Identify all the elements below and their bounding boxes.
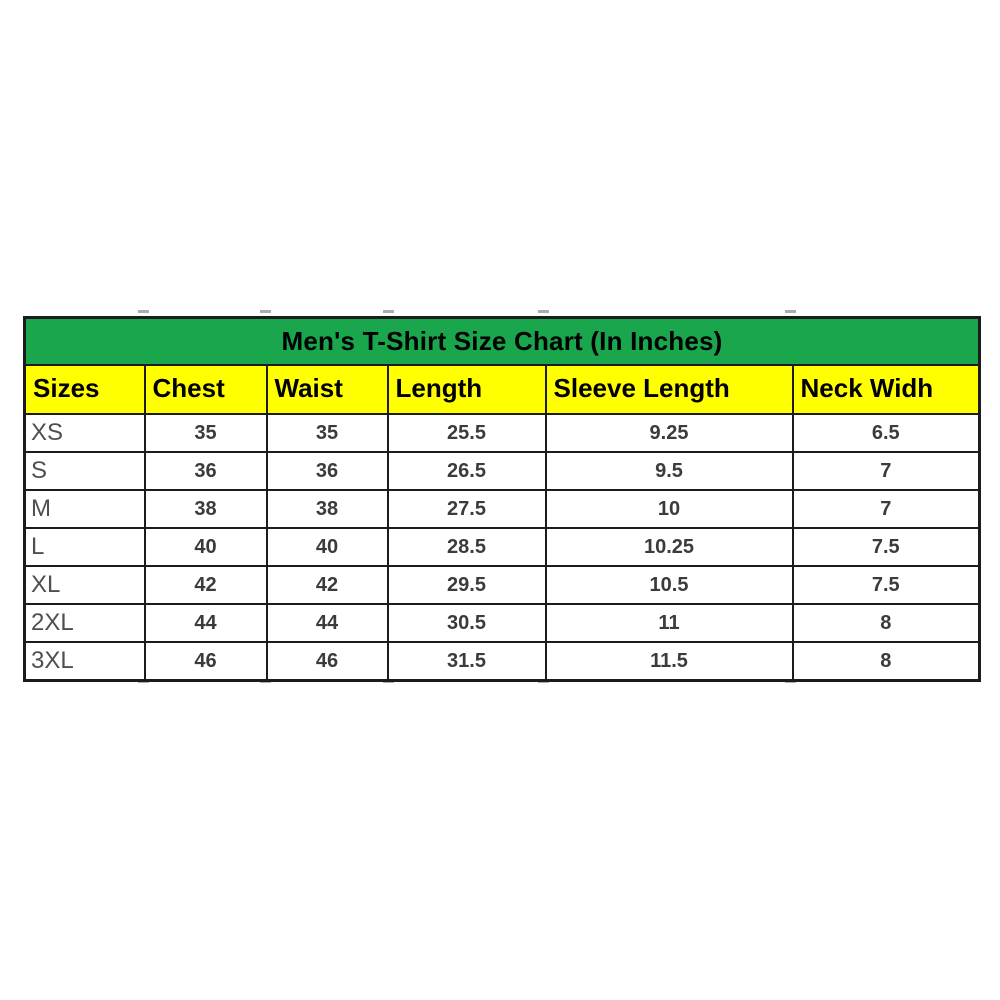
value-cell: 8: [791, 641, 981, 682]
value-cell: 44: [265, 603, 389, 643]
value-cell: 11.5: [544, 641, 794, 682]
value-cell: 42: [265, 565, 389, 605]
table-row: XL 42 42 29.5 10.5 7.5: [23, 565, 981, 605]
column-header-chest: Chest: [143, 364, 268, 415]
value-cell: 28.5: [386, 527, 547, 567]
value-cell: 10: [544, 489, 794, 529]
size-cell: L: [23, 527, 146, 567]
value-cell: 26.5: [386, 451, 547, 491]
value-cell: 46: [265, 641, 389, 682]
value-cell: 7.5: [791, 527, 981, 567]
value-cell: 7.5: [791, 565, 981, 605]
value-cell: 6.5: [791, 413, 981, 453]
table-title: Men's T-Shirt Size Chart (In Inches): [23, 316, 981, 366]
gridline-artifact: [538, 310, 549, 313]
value-cell: 29.5: [386, 565, 547, 605]
value-cell: 40: [265, 527, 389, 567]
table-header-row: Sizes Chest Waist Length Sleeve Length N…: [23, 364, 981, 415]
value-cell: 31.5: [386, 641, 547, 682]
column-header-neck-width: Neck Widh: [791, 364, 981, 415]
gridline-artifact: [383, 310, 394, 313]
table-body: XS 35 35 25.5 9.25 6.5 S 36 36 26.5 9.5 7 M 38 38 27.5 1…: [23, 413, 981, 682]
column-header-waist: Waist: [265, 364, 389, 415]
table-row: S 36 36 26.5 9.5 7: [23, 451, 981, 491]
gridline-artifact: [138, 310, 149, 313]
value-cell: 30.5: [386, 603, 547, 643]
value-cell: 10.25: [544, 527, 794, 567]
table-title-row: Men's T-Shirt Size Chart (In Inches): [23, 316, 981, 366]
size-cell: 2XL: [23, 603, 146, 643]
value-cell: 38: [143, 489, 268, 529]
column-header-length: Length: [386, 364, 547, 415]
value-cell: 25.5: [386, 413, 547, 453]
value-cell: 35: [265, 413, 389, 453]
value-cell: 10.5: [544, 565, 794, 605]
table-row: XS 35 35 25.5 9.25 6.5: [23, 413, 981, 453]
value-cell: 38: [265, 489, 389, 529]
value-cell: 46: [143, 641, 268, 682]
value-cell: 27.5: [386, 489, 547, 529]
value-cell: 9.25: [544, 413, 794, 453]
value-cell: 8: [791, 603, 981, 643]
column-header-sizes: Sizes: [23, 364, 146, 415]
value-cell: 44: [143, 603, 268, 643]
size-cell: M: [23, 489, 146, 529]
value-cell: 36: [143, 451, 268, 491]
column-header-sleeve-length: Sleeve Length: [544, 364, 794, 415]
value-cell: 11: [544, 603, 794, 643]
size-cell: S: [23, 451, 146, 491]
table-row: 3XL 46 46 31.5 11.5 8: [23, 641, 981, 682]
table-row: 2XL 44 44 30.5 11 8: [23, 603, 981, 643]
size-cell: 3XL: [23, 641, 146, 682]
table-row: L 40 40 28.5 10.25 7.5: [23, 527, 981, 567]
gridline-artifact: [260, 310, 271, 313]
value-cell: 40: [143, 527, 268, 567]
size-cell: XL: [23, 565, 146, 605]
value-cell: 36: [265, 451, 389, 491]
value-cell: 42: [143, 565, 268, 605]
gridline-artifact: [785, 310, 796, 313]
table-row: M 38 38 27.5 10 7: [23, 489, 981, 529]
value-cell: 7: [791, 451, 981, 491]
size-cell: XS: [23, 413, 146, 453]
value-cell: 35: [143, 413, 268, 453]
value-cell: 9.5: [544, 451, 794, 491]
size-chart-table: Men's T-Shirt Size Chart (In Inches) Siz…: [23, 316, 982, 682]
value-cell: 7: [791, 489, 981, 529]
